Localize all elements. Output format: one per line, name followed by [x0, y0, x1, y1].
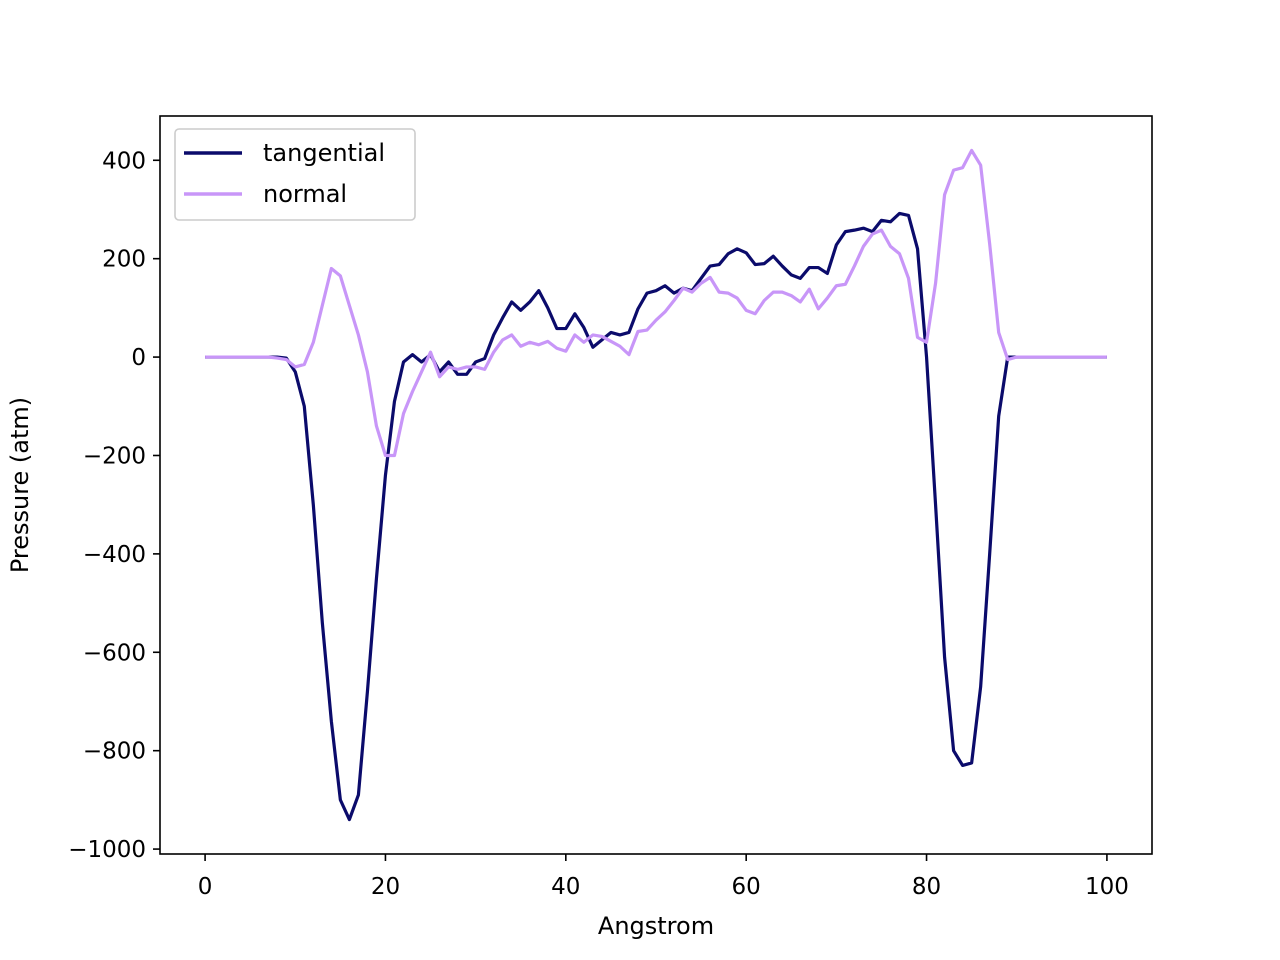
plot-area	[160, 116, 1152, 854]
x-tick-label: 100	[1085, 874, 1129, 900]
x-tick-label: 60	[732, 874, 761, 900]
y-tick-label: 400	[102, 148, 146, 174]
x-tick-label: 80	[912, 874, 941, 900]
series-line-normal	[205, 148, 1107, 458]
y-tick-label: −200	[83, 443, 146, 469]
y-tick-label: −1000	[68, 837, 146, 863]
legend-label-normal: normal	[263, 180, 347, 208]
y-tick-label: −600	[83, 640, 146, 666]
x-axis: 0 20 40 60 80 100	[198, 854, 1129, 900]
y-tick-label: −800	[83, 739, 146, 765]
y-axis-label: Pressure (atm)	[6, 397, 34, 573]
y-tick-label: 200	[102, 247, 146, 273]
series-line-tangential	[205, 211, 1107, 822]
x-tick-label: 0	[198, 874, 213, 900]
x-tick-label: 40	[551, 874, 580, 900]
y-axis: −1000 −800 −600 −400 −200 0 200 400	[68, 148, 160, 863]
y-tick-label: −400	[83, 542, 146, 568]
legend: tangential normal	[174, 128, 416, 221]
x-tick-label: 20	[371, 874, 400, 900]
series-layer	[205, 148, 1107, 822]
y-tick-label: 0	[131, 345, 146, 371]
legend-label-tangential: tangential	[263, 139, 385, 167]
plot-frame	[159, 115, 1153, 855]
x-axis-label: Angstrom	[598, 912, 714, 940]
